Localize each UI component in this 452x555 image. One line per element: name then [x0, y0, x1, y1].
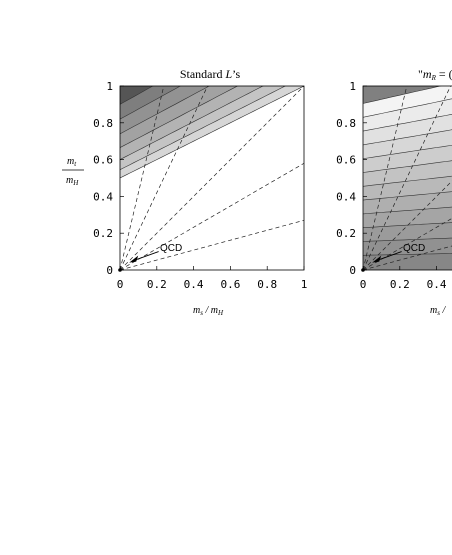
contour-fills: [120, 86, 304, 178]
qcd-label: QCD: [160, 243, 182, 254]
contour-line: [120, 86, 304, 179]
contour-plot-standard: 0 0.2 0.4 0.6 0.8 1 0 0.2 0.4 0.6 0.8 1 QCD Standar…: [62, 67, 307, 317]
dashed-rays: [120, 86, 304, 270]
x-tick-label: 0.4: [427, 278, 447, 291]
axis-ticks: 0 0.2 0.4 0.6 0.8 1 0 0.2 0.4 0.6 0.8 1: [93, 80, 307, 291]
x-tick-label: 0.8: [257, 278, 277, 291]
contour-line: [363, 113, 452, 132]
plot-frame: [119, 85, 305, 271]
contour-line: [363, 144, 452, 159]
contour-line: [363, 237, 452, 242]
dashed-ray: [120, 162, 304, 270]
contour-line: [363, 86, 442, 104]
y-axis-label: mt mH: [62, 156, 84, 187]
dashed-ray: [120, 86, 304, 270]
y-tick-label: 0.2: [336, 227, 356, 240]
y-tick-label: 0: [106, 264, 113, 277]
dashed-ray: [120, 86, 209, 270]
contour-line: [363, 206, 452, 215]
contour-line: [363, 191, 452, 201]
y-tick-label: 0: [349, 264, 356, 277]
x-tick-label: 0: [360, 278, 367, 291]
dashed-rays: [363, 86, 452, 270]
x-tick-label: 1: [301, 278, 308, 291]
contour-line: [363, 129, 452, 146]
x-tick-label: 0.2: [390, 278, 410, 291]
y-tick-label: 1: [106, 80, 113, 93]
y-tick-label: 0.2: [93, 227, 113, 240]
x-tick-label: 0: [117, 278, 124, 291]
chart-title: Standard L’s: [180, 67, 241, 81]
svg-text:mH: mH: [66, 175, 79, 187]
axis-ticks: 0 0.2 0.4 0 0.2 0.4 0.6 0.8 1: [336, 80, 447, 291]
y-tick-label: 1: [349, 80, 356, 93]
x-tick-label: 0.6: [220, 278, 240, 291]
y-tick-label: 0.4: [93, 190, 113, 203]
y-tick-label: 0.8: [336, 117, 356, 130]
contour-line: [120, 86, 264, 160]
contour-line: [363, 222, 452, 228]
qcd-label: QCD: [403, 243, 425, 254]
arrow-shaft: [132, 251, 159, 262]
contour-line: [363, 160, 452, 173]
y-tick-label: 0.6: [336, 154, 356, 167]
x-tick-label: 0.2: [147, 278, 167, 291]
contour-line: [120, 86, 210, 135]
contour-line: [120, 86, 154, 105]
contour-line: [363, 175, 452, 187]
origin-dot: [361, 268, 365, 272]
x-axis-label: ms /: [430, 305, 446, 317]
contour-line: [120, 86, 239, 148]
y-tick-label: 0.6: [93, 154, 113, 167]
contour-line: [120, 86, 286, 170]
svg-text:mt: mt: [67, 156, 77, 168]
contour-line: [120, 86, 181, 120]
contour-lines: [120, 86, 304, 179]
y-tick-label: 0.4: [336, 190, 356, 203]
qcd-arrow: [118, 251, 159, 272]
dashed-ray: [363, 217, 452, 270]
x-tick-label: 0.4: [184, 278, 204, 291]
origin-dot: [118, 268, 122, 272]
contour-line: [363, 98, 452, 118]
arrow-shaft: [375, 251, 402, 262]
chart-title: "mR = (: [418, 67, 452, 82]
plot-frame: [362, 85, 452, 271]
contour-plot-mr: 0 0.2 0.4 0 0.2 0.4 0.6 0.8 1 QCD "mR = ( ms /: [336, 67, 452, 317]
qcd-arrow: [361, 251, 402, 272]
x-axis-label: ms / mH: [193, 305, 224, 317]
dashed-ray: [120, 219, 304, 270]
arrow-head: [372, 255, 382, 263]
arrow-head: [129, 255, 139, 263]
dashed-ray: [363, 86, 452, 270]
y-tick-label: 0.8: [93, 117, 113, 130]
